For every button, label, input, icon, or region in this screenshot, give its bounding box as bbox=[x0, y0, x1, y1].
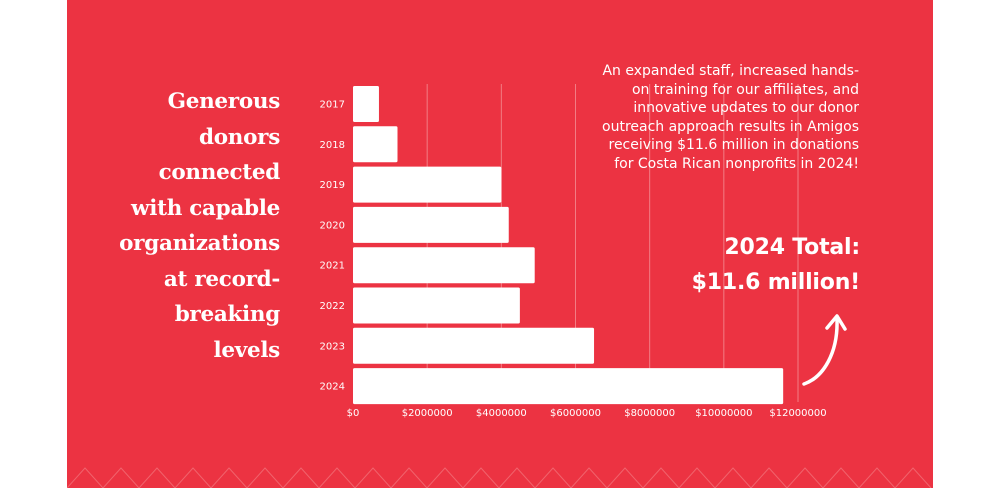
category-label: 2023 bbox=[320, 341, 345, 352]
total-label: 2024 Total: bbox=[724, 235, 860, 260]
curved-arrow-icon bbox=[802, 314, 847, 386]
headline-line: Generous bbox=[167, 89, 281, 114]
bar bbox=[353, 126, 398, 163]
decorative-pattern bbox=[67, 467, 932, 488]
description-text: An expanded staff, increased hands-on tr… bbox=[602, 63, 859, 172]
bar bbox=[353, 247, 535, 284]
x-tick-label: $8000000 bbox=[624, 408, 675, 419]
x-tick-label: $10000000 bbox=[695, 408, 752, 419]
bar bbox=[353, 287, 520, 324]
total-callout: 2024 Total: $11.6 million! bbox=[607, 230, 861, 300]
infographic-panel: Generous donors connected with capable o… bbox=[67, 0, 933, 488]
x-tick-label: $4000000 bbox=[476, 408, 527, 419]
bar bbox=[353, 327, 595, 364]
bar-chart: 2017 2018 2019 2020 2021 2022 2023 2024 $0 $20000… bbox=[320, 84, 827, 419]
bar bbox=[353, 206, 509, 243]
headline-line: connected bbox=[158, 160, 281, 185]
headline-line: donors bbox=[199, 124, 280, 150]
headline-line: at record- bbox=[163, 266, 280, 292]
category-label: 2021 bbox=[320, 261, 345, 272]
category-label: 2024 bbox=[320, 382, 345, 393]
headline-line: levels bbox=[213, 337, 281, 363]
bar bbox=[353, 166, 502, 203]
x-tick-label: $6000000 bbox=[550, 408, 601, 419]
bar bbox=[353, 368, 784, 405]
x-tick-label: $2000000 bbox=[402, 408, 453, 419]
headline: Generous donors connected with capable o… bbox=[67, 84, 280, 368]
category-label: 2017 bbox=[320, 100, 345, 111]
headline-line: with capable bbox=[131, 195, 280, 221]
total-amount: $11.6 million! bbox=[691, 270, 861, 295]
headline-line: breaking bbox=[174, 302, 281, 327]
category-label: 2018 bbox=[320, 140, 345, 151]
bar bbox=[353, 86, 379, 122]
category-label: 2019 bbox=[320, 180, 345, 191]
x-tick-label: $12000000 bbox=[769, 408, 826, 419]
category-label: 2022 bbox=[320, 301, 345, 312]
x-tick-label: $0 bbox=[347, 408, 360, 419]
headline-line: organizations bbox=[119, 231, 280, 256]
category-label: 2020 bbox=[320, 220, 345, 231]
